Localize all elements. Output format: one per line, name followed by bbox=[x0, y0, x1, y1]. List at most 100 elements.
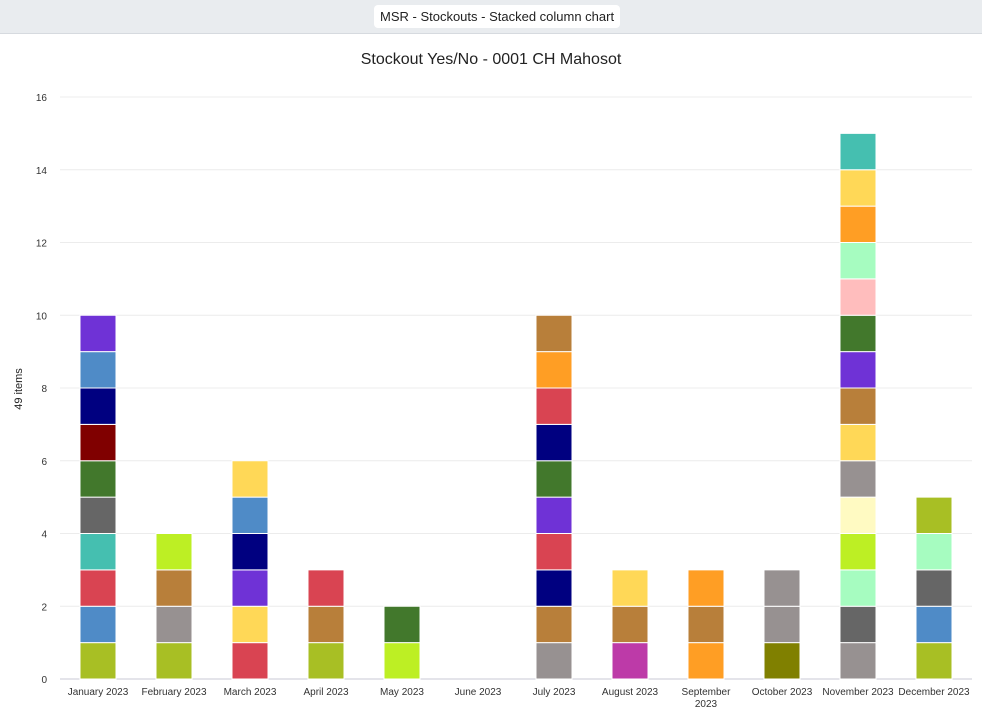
x-tick-label: March 2023 bbox=[224, 687, 277, 698]
bar-segment[interactable] bbox=[155, 533, 193, 571]
bar-segment[interactable] bbox=[839, 642, 877, 680]
bar-segment[interactable] bbox=[79, 569, 117, 607]
x-tick-labels: January 2023 February 2023 March 2023 April… bbox=[68, 687, 970, 710]
bar-segment[interactable] bbox=[155, 569, 193, 607]
bar-segment[interactable] bbox=[307, 642, 345, 680]
bar-stack bbox=[763, 569, 801, 680]
top-bar: MSR - Stockouts - Stacked column chart bbox=[0, 0, 982, 34]
bar-segment[interactable] bbox=[79, 460, 117, 498]
bar-segment[interactable] bbox=[535, 351, 573, 389]
stacked-column-chart: Stockout Yes/No - 0001 CH Mahosot 49 ite… bbox=[13, 51, 972, 710]
y-tick-label: 0 bbox=[41, 675, 47, 686]
bar-segment[interactable] bbox=[535, 605, 573, 644]
y-tick-label: 16 bbox=[36, 93, 48, 104]
bar-segment[interactable] bbox=[79, 423, 117, 462]
bar-segment[interactable] bbox=[611, 605, 649, 644]
bar-segment[interactable] bbox=[79, 496, 117, 534]
bar-stack bbox=[307, 569, 345, 680]
bar-segment[interactable] bbox=[611, 642, 649, 680]
bar-segment[interactable] bbox=[839, 242, 877, 280]
bar-segment[interactable] bbox=[839, 460, 877, 498]
x-tick-label: November 2023 bbox=[822, 687, 894, 698]
y-axis-label: 49 items bbox=[13, 368, 25, 410]
bar-segment[interactable] bbox=[839, 169, 877, 207]
y-tick-label: 14 bbox=[36, 166, 48, 177]
bar-segment[interactable] bbox=[155, 605, 193, 644]
bar-stack bbox=[155, 533, 193, 680]
bar-segment[interactable] bbox=[79, 605, 117, 644]
bar-stack bbox=[535, 314, 573, 680]
bar-segment[interactable] bbox=[839, 423, 877, 462]
bar-stacks bbox=[79, 132, 953, 680]
bar-segment[interactable] bbox=[915, 533, 953, 571]
bar-segment[interactable] bbox=[611, 569, 649, 607]
bar-segment[interactable] bbox=[687, 642, 725, 680]
chart-title: Stockout Yes/No - 0001 CH Mahosot bbox=[361, 51, 622, 68]
bar-segment[interactable] bbox=[79, 533, 117, 571]
x-tick-label: April 2023 bbox=[303, 687, 348, 698]
bar-segment[interactable] bbox=[839, 351, 877, 389]
bar-segment[interactable] bbox=[535, 533, 573, 571]
bar-segment[interactable] bbox=[79, 314, 117, 353]
bar-stack bbox=[915, 496, 953, 680]
chart-panel: Stockout Yes/No - 0001 CH Mahosot 49 ite… bbox=[0, 34, 982, 720]
bar-segment[interactable] bbox=[79, 351, 117, 389]
bar-segment[interactable] bbox=[535, 423, 573, 462]
y-tick-label: 12 bbox=[36, 239, 48, 250]
bar-segment[interactable] bbox=[307, 569, 345, 607]
bar-segment[interactable] bbox=[535, 460, 573, 498]
bar-segment[interactable] bbox=[915, 642, 953, 680]
bar-segment[interactable] bbox=[687, 569, 725, 607]
bar-segment[interactable] bbox=[231, 642, 269, 680]
bar-segment[interactable] bbox=[839, 205, 877, 243]
bar-stack bbox=[839, 132, 877, 680]
bar-segment[interactable] bbox=[839, 605, 877, 644]
bar-segment[interactable] bbox=[383, 605, 421, 644]
bar-segment[interactable] bbox=[231, 533, 269, 571]
bar-segment[interactable] bbox=[915, 569, 953, 607]
bar-segment[interactable] bbox=[79, 387, 117, 425]
x-tick-label: September 2023 bbox=[682, 687, 732, 710]
bar-segment[interactable] bbox=[915, 496, 953, 534]
bar-segment[interactable] bbox=[915, 605, 953, 644]
bar-segment[interactable] bbox=[763, 605, 801, 644]
y-tick-label: 6 bbox=[41, 457, 47, 468]
bar-stack bbox=[231, 460, 269, 680]
x-tick-label: December 2023 bbox=[898, 687, 970, 698]
bar-segment[interactable] bbox=[839, 132, 877, 171]
bar-segment[interactable] bbox=[383, 642, 421, 680]
bar-stack bbox=[79, 314, 117, 680]
bar-segment[interactable] bbox=[839, 496, 877, 534]
bar-segment[interactable] bbox=[535, 496, 573, 534]
x-tick-label: October 2023 bbox=[752, 687, 813, 698]
bar-segment[interactable] bbox=[231, 496, 269, 534]
bar-segment[interactable] bbox=[687, 605, 725, 644]
x-tick-label: May 2023 bbox=[380, 687, 424, 698]
bar-segment[interactable] bbox=[839, 533, 877, 571]
x-tick-label: January 2023 bbox=[68, 687, 129, 698]
bar-segment[interactable] bbox=[839, 314, 877, 353]
bar-stack bbox=[383, 605, 421, 680]
bar-segment[interactable] bbox=[839, 569, 877, 607]
bar-segment[interactable] bbox=[231, 605, 269, 644]
grid-lines bbox=[60, 96, 972, 680]
bar-segment[interactable] bbox=[231, 569, 269, 607]
y-tick-label: 10 bbox=[36, 311, 48, 322]
bar-segment[interactable] bbox=[231, 460, 269, 498]
x-tick-label: June 2023 bbox=[455, 687, 502, 698]
bar-segment[interactable] bbox=[763, 569, 801, 607]
bar-segment[interactable] bbox=[79, 642, 117, 680]
y-tick-labels: 0 2 4 6 8 10 12 14 16 bbox=[36, 93, 48, 686]
chart-tab[interactable]: MSR - Stockouts - Stacked column chart bbox=[374, 5, 621, 28]
bar-segment[interactable] bbox=[535, 387, 573, 425]
bar-segment[interactable] bbox=[839, 278, 877, 316]
bar-segment[interactable] bbox=[155, 642, 193, 680]
bar-segment[interactable] bbox=[535, 314, 573, 353]
bar-segment[interactable] bbox=[307, 605, 345, 644]
bar-segment[interactable] bbox=[763, 642, 801, 680]
x-tick-label: July 2023 bbox=[533, 687, 576, 698]
bar-segment[interactable] bbox=[839, 387, 877, 425]
bar-stack bbox=[687, 569, 725, 680]
bar-segment[interactable] bbox=[535, 642, 573, 680]
bar-segment[interactable] bbox=[535, 569, 573, 607]
